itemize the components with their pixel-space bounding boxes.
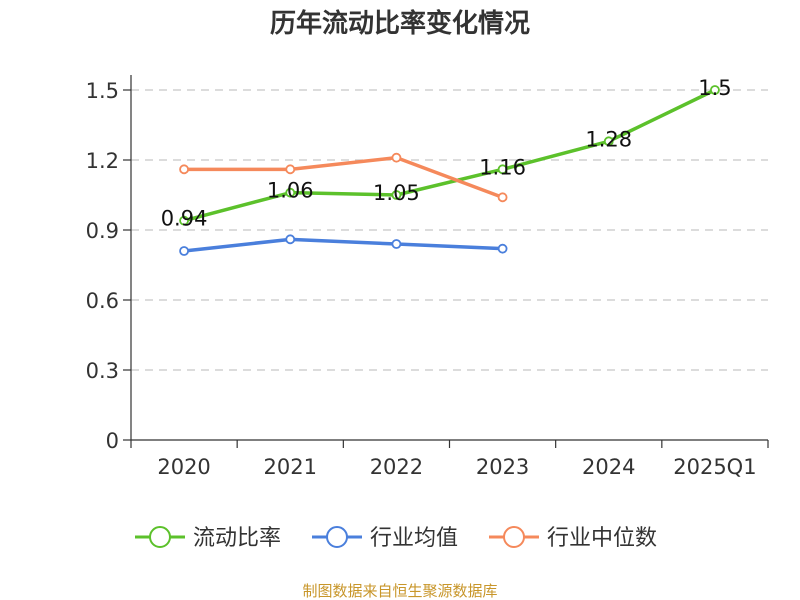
data-label: 1.06 [267, 179, 314, 203]
data-point[interactable] [497, 164, 508, 175]
chart-title: 历年流动比率变化情况 [270, 8, 530, 39]
legend[interactable]: 流动比率 行业均值 行业中位数 [135, 526, 657, 551]
data-label: 1.28 [585, 127, 632, 151]
x-tick-label: 2025Q1 [673, 455, 756, 479]
data-point[interactable] [391, 239, 402, 249]
data-point[interactable] [391, 152, 402, 163]
legend-label: 流动比率 [193, 526, 281, 551]
legend-item[interactable]: 行业中位数 [489, 526, 657, 551]
legend-item[interactable]: 行业均值 [312, 526, 458, 551]
x-axis-ticks: 2020 2021 2022 2023 2024 2025Q1 [157, 455, 756, 479]
data-point[interactable] [497, 243, 508, 254]
legend-label: 行业中位数 [547, 526, 657, 551]
data-point[interactable] [179, 246, 189, 256]
x-tick-label: 2024 [582, 455, 635, 479]
series-line-1 [183, 237, 503, 253]
data-point[interactable] [710, 85, 720, 95]
data-label: 1.5 [698, 76, 731, 100]
data-labels: 0.94 1.06 1.05 1.16 1.28 1.5 [161, 76, 732, 231]
x-tick-label: 2020 [157, 455, 210, 479]
y-axis-ticks: 0 0.3 0.6 0.9 1.2 1.5 [86, 79, 119, 453]
data-point[interactable] [497, 192, 508, 203]
data-point[interactable] [285, 187, 296, 198]
series-group [179, 85, 720, 256]
legend-item[interactable]: 流动比率 [135, 526, 281, 551]
data-point[interactable] [179, 164, 189, 175]
data-point[interactable] [391, 190, 402, 200]
legend-swatch-marker [503, 526, 525, 548]
y-tick-label: 0.6 [86, 289, 119, 313]
series-line-2 [184, 155, 504, 199]
y-tick-label: 1.2 [86, 149, 119, 173]
x-tick-label: 2021 [264, 455, 317, 479]
series-line-0 [183, 88, 716, 223]
data-label: 1.16 [479, 155, 526, 179]
grid-lines [131, 89, 768, 371]
data-label: 0.94 [161, 207, 208, 231]
y-tick-label: 0 [106, 429, 119, 453]
legend-swatch-marker [326, 526, 348, 548]
legend-swatch-marker [149, 526, 171, 548]
data-point[interactable] [603, 136, 614, 147]
data-point[interactable] [285, 234, 296, 245]
x-tick-label: 2022 [370, 455, 423, 479]
x-tick-label: 2023 [476, 455, 529, 479]
data-point[interactable] [179, 215, 189, 226]
y-tick-label: 0.9 [86, 219, 119, 243]
data-label: 1.05 [373, 181, 420, 205]
y-tick-label: 0.3 [86, 359, 119, 383]
data-point[interactable] [285, 164, 296, 175]
source-note: 制图数据来自恒生聚源数据库 [302, 582, 497, 600]
axes [123, 75, 769, 448]
y-tick-label: 1.5 [86, 79, 119, 103]
legend-label: 行业均值 [370, 526, 458, 551]
